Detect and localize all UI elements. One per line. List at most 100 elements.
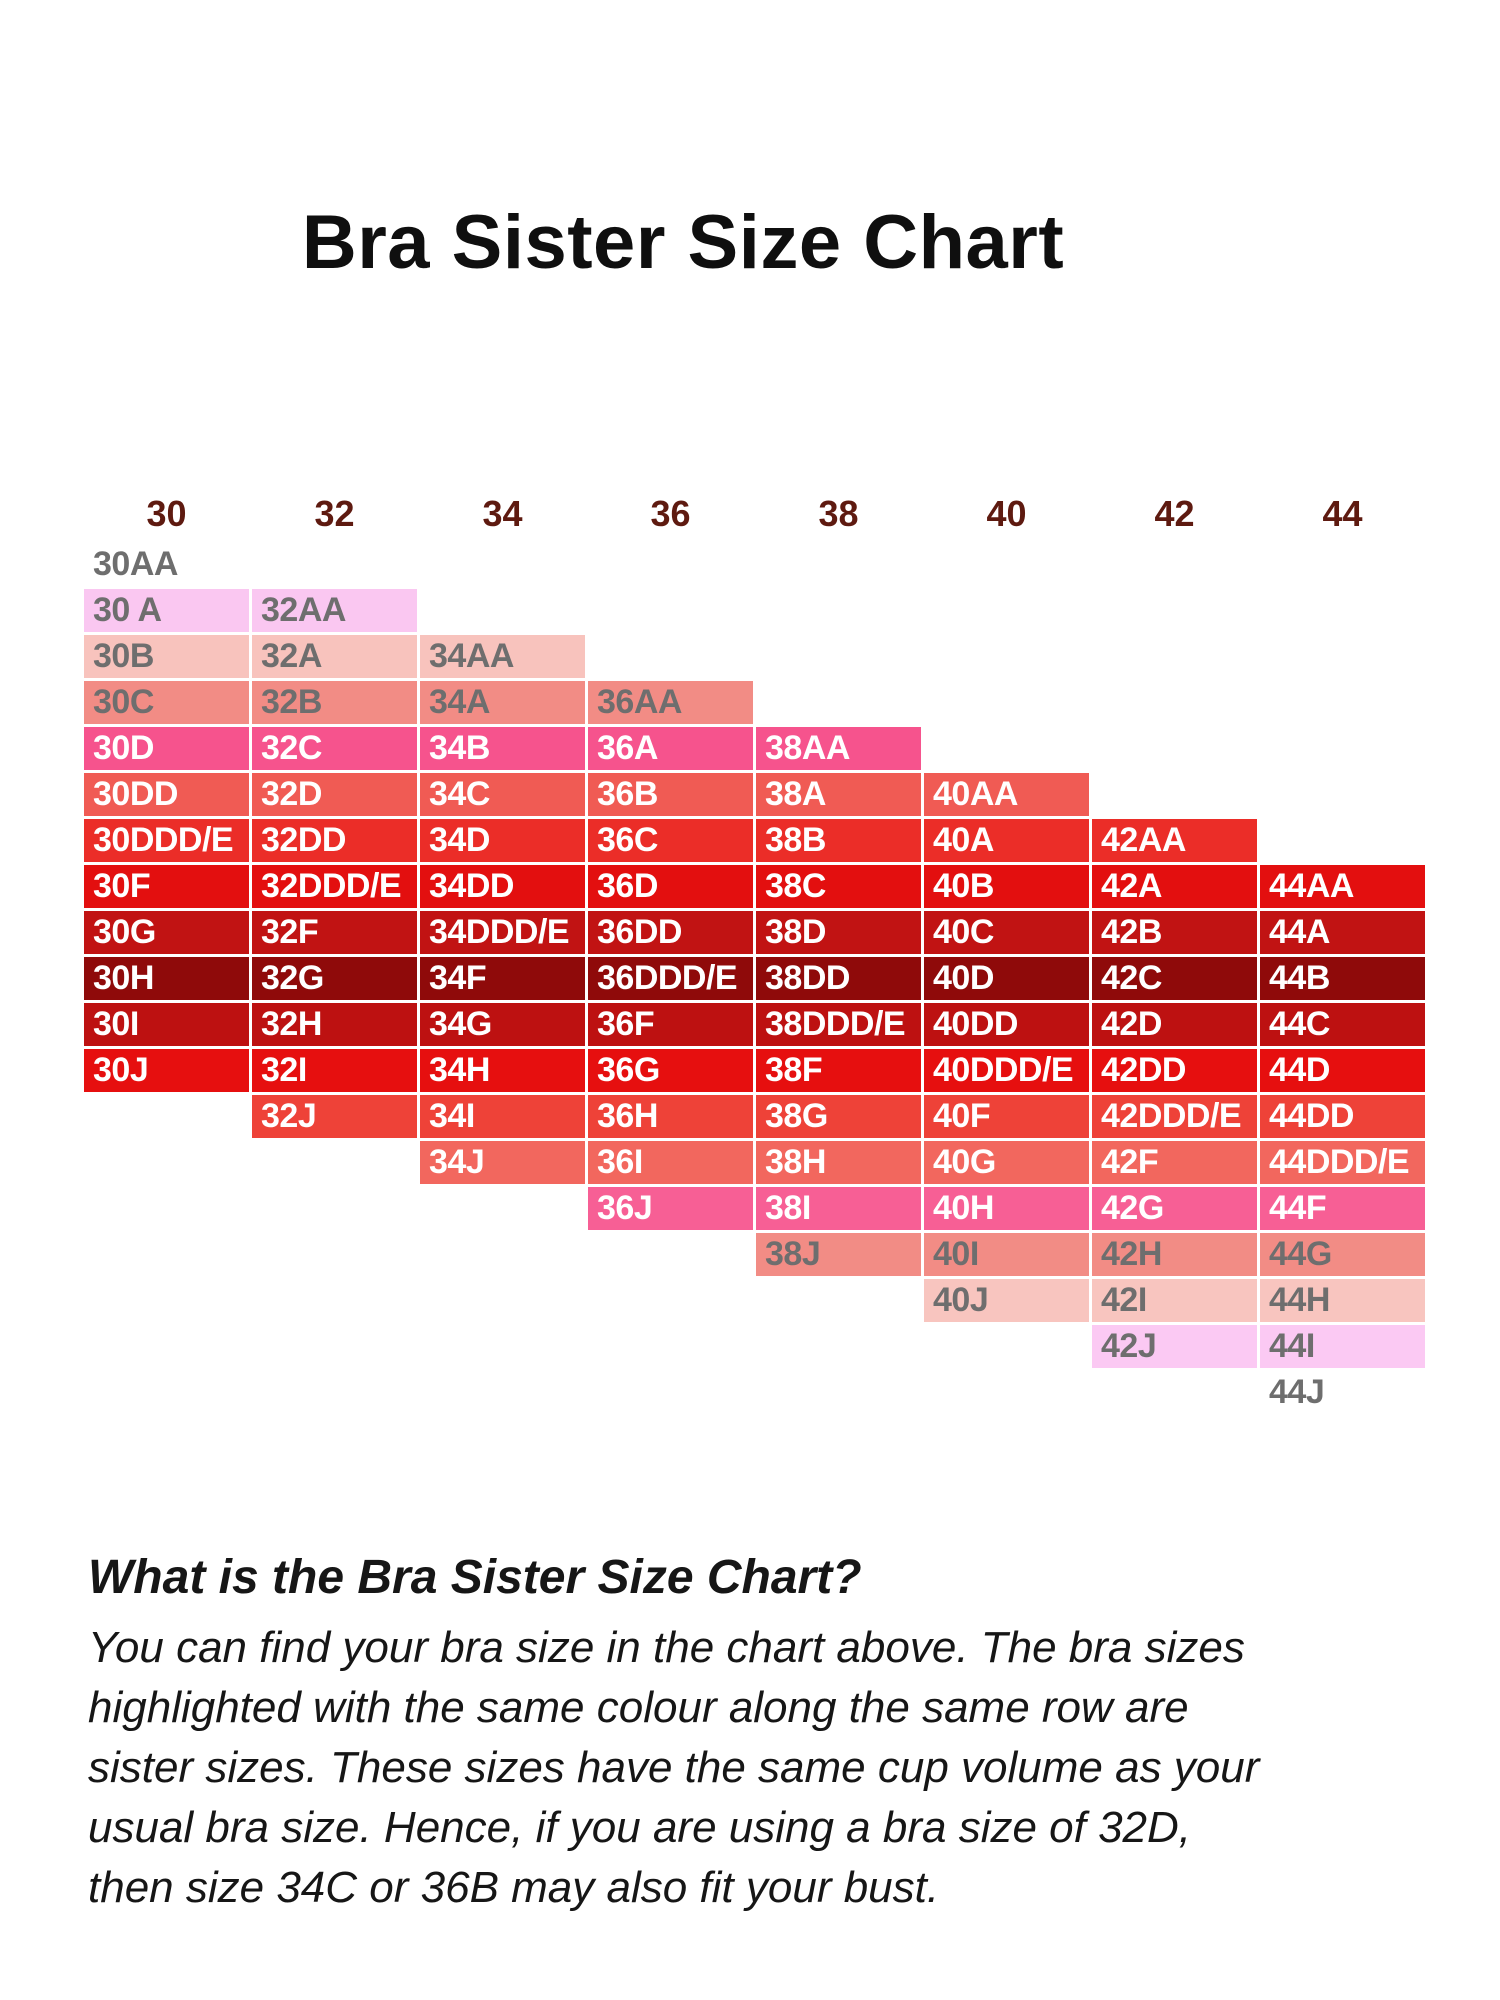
- size-cell-36g: 36G: [588, 1049, 753, 1092]
- size-cell-30ddd-e: 30DDD/E: [84, 819, 249, 862]
- size-cell-40g: 40G: [924, 1141, 1089, 1184]
- size-cell-40ddd-e: 40DDD/E: [924, 1049, 1089, 1092]
- size-cell-44j: 44J: [1269, 1373, 1325, 1411]
- size-cell-34d: 34D: [420, 819, 585, 862]
- size-cell-32d: 32D: [252, 773, 417, 816]
- band-header-30: 30: [146, 493, 187, 534]
- size-cell-42b: 42B: [1092, 911, 1257, 954]
- size-cell-38i: 38I: [756, 1187, 921, 1230]
- size-cell-38dd: 38DD: [756, 957, 921, 1000]
- size-cell-40c: 40C: [924, 911, 1089, 954]
- size-cell-34i: 34I: [420, 1095, 585, 1138]
- size-cell-36ddd-e: 36DDD/E: [588, 957, 753, 1000]
- size-cell-42f: 42F: [1092, 1141, 1257, 1184]
- size-cell-30h: 30H: [84, 957, 249, 1000]
- size-cell-38d: 38D: [756, 911, 921, 954]
- sister-size-table: 30AA 30 A 32AA 30B 32A 34AA 30C 32B 34A 36AA 30D 32…: [84, 543, 1425, 1414]
- size-cell-30f: 30F: [84, 865, 249, 908]
- size-cell-30dd: 30DD: [84, 773, 249, 816]
- size-cell-42aa: 42AA: [1092, 819, 1257, 862]
- size-cell-32f: 32F: [252, 911, 417, 954]
- size-cell-38a: 38A: [756, 773, 921, 816]
- size-cell-30g: 30G: [84, 911, 249, 954]
- size-cell-30-a: 30 A: [84, 589, 249, 632]
- size-cell-38g: 38G: [756, 1095, 921, 1138]
- size-cell-36j: 36J: [588, 1187, 753, 1230]
- size-cell-34ddd-e: 34DDD/E: [420, 911, 585, 954]
- size-cell-36c: 36C: [588, 819, 753, 862]
- size-cell-40aa: 40AA: [924, 773, 1089, 816]
- size-cell-42h: 42H: [1092, 1233, 1257, 1276]
- size-cell-38j: 38J: [756, 1233, 921, 1276]
- size-cell-44aa: 44AA: [1260, 865, 1425, 908]
- size-cell-30d: 30D: [84, 727, 249, 770]
- size-cell-42a: 42A: [1092, 865, 1257, 908]
- footer-line-2: highlighted with the same colour along t…: [88, 1683, 1189, 1732]
- size-cell-40d: 40D: [924, 957, 1089, 1000]
- footer-line-1: You can find your bra size in the chart …: [88, 1623, 1245, 1672]
- band-header-36: 36: [650, 493, 691, 534]
- size-cell-34dd: 34DD: [420, 865, 585, 908]
- band-header-32: 32: [314, 493, 355, 534]
- band-header-44: 44: [1322, 493, 1363, 534]
- size-cell-30i: 30I: [84, 1003, 249, 1046]
- footer-line-3: sister sizes. These sizes have the same …: [88, 1743, 1260, 1792]
- size-cell-30aa: 30AA: [93, 545, 178, 583]
- footer-section: What is the Bra Sister Size Chart? You c…: [88, 1550, 1428, 1918]
- size-cell-32c: 32C: [252, 727, 417, 770]
- size-cell-34f: 34F: [420, 957, 585, 1000]
- size-cell-34a: 34A: [420, 681, 585, 724]
- size-cell-44f: 44F: [1260, 1187, 1425, 1230]
- size-cell-32h: 32H: [252, 1003, 417, 1046]
- size-cell-40b: 40B: [924, 865, 1089, 908]
- size-cell-36f: 36F: [588, 1003, 753, 1046]
- size-cell-40j: 40J: [924, 1279, 1089, 1322]
- footer-line-4: usual bra size. Hence, if you are using …: [88, 1803, 1192, 1852]
- size-cell-30j: 30J: [84, 1049, 249, 1092]
- size-cell-32a: 32A: [252, 635, 417, 678]
- size-cell-38h: 38H: [756, 1141, 921, 1184]
- size-cell-44i: 44I: [1260, 1325, 1425, 1368]
- size-cell-44b: 44B: [1260, 957, 1425, 1000]
- size-cell-44a: 44A: [1260, 911, 1425, 954]
- band-header-42: 42: [1154, 493, 1195, 534]
- footer-heading: What is the Bra Sister Size Chart?: [88, 1551, 862, 1604]
- page-title: Bra Sister Size Chart: [301, 199, 1065, 285]
- size-cell-36i: 36I: [588, 1141, 753, 1184]
- size-cell-38c: 38C: [756, 865, 921, 908]
- size-cell-36a: 36A: [588, 727, 753, 770]
- size-cell-36b: 36B: [588, 773, 753, 816]
- size-cell-44c: 44C: [1260, 1003, 1425, 1046]
- size-cell-42dd: 42DD: [1092, 1049, 1257, 1092]
- size-cell-42j: 42J: [1092, 1325, 1257, 1368]
- size-cell-40f: 40F: [924, 1095, 1089, 1138]
- size-cell-36dd: 36DD: [588, 911, 753, 954]
- size-cell-32dd: 32DD: [252, 819, 417, 862]
- size-cell-44g: 44G: [1260, 1233, 1425, 1276]
- size-cell-32b: 32B: [252, 681, 417, 724]
- size-cell-40h: 40H: [924, 1187, 1089, 1230]
- size-cell-34b: 34B: [420, 727, 585, 770]
- size-cell-32i: 32I: [252, 1049, 417, 1092]
- size-cell-36h: 36H: [588, 1095, 753, 1138]
- size-cell-38b: 38B: [756, 819, 921, 862]
- size-cell-32ddd-e: 32DDD/E: [252, 865, 417, 908]
- footer-paragraph: You can find your bra size in the chart …: [88, 1618, 1428, 1918]
- size-cell-40dd: 40DD: [924, 1003, 1089, 1046]
- size-cell-40a: 40A: [924, 819, 1089, 862]
- size-cell-44d: 44D: [1260, 1049, 1425, 1092]
- size-cell-42d: 42D: [1092, 1003, 1257, 1046]
- size-cell-32j: 32J: [252, 1095, 417, 1138]
- band-header-row: 30 32 34 36 38 40 42 44: [84, 492, 1425, 536]
- size-cell-38aa: 38AA: [756, 727, 921, 770]
- size-cell-34c: 34C: [420, 773, 585, 816]
- size-cell-44dd: 44DD: [1260, 1095, 1425, 1138]
- size-cell-34g: 34G: [420, 1003, 585, 1046]
- band-header-38: 38: [818, 493, 859, 534]
- size-cell-32aa: 32AA: [252, 589, 417, 632]
- size-cell-30c: 30C: [84, 681, 249, 724]
- size-cell-44h: 44H: [1260, 1279, 1425, 1322]
- size-cell-30b: 30B: [84, 635, 249, 678]
- band-header-34: 34: [482, 493, 523, 534]
